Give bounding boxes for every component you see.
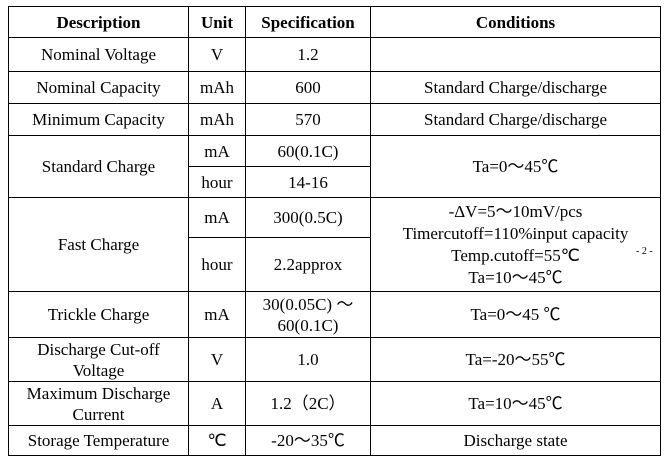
cell: mAh (188, 71, 246, 104)
cell: mA (188, 291, 246, 338)
cell: 300(0.5C) (245, 197, 371, 238)
cell: A (188, 381, 246, 426)
cell: 1.2 (245, 37, 371, 72)
cell: Storage Temperature (8, 425, 189, 456)
row: hour 14-16 (9, 166, 661, 198)
spec-table: Description Unit Specification Condition… (8, 6, 661, 456)
cell: Standard Charge/discharge (370, 103, 661, 136)
cell: 60(0.1C) (245, 135, 371, 167)
cell: V (188, 37, 246, 72)
row: Discharge Cut-off Voltage V 1.0 Ta=-20～5… (8, 337, 661, 382)
cell: Ta=0～45℃ (370, 135, 661, 198)
cell: mAh (188, 103, 246, 136)
cell: Minimum Capacity (8, 103, 189, 136)
cell: mA (188, 135, 246, 167)
cell: Ta=0～45 ℃ (370, 291, 661, 338)
row: hour 2.2approx (9, 237, 661, 292)
cell: mA (188, 197, 246, 238)
cell: V (188, 337, 246, 382)
row: Nominal Voltage V 1.2 (8, 37, 661, 72)
cell: Discharge state (370, 425, 661, 456)
row: Minimum Capacity mAh 570 Standard Charge… (8, 103, 661, 136)
cell: 1.0 (245, 337, 371, 382)
cell: 1.2（2C） (245, 381, 371, 426)
row: Fast Charge mA 300(0.5C) -ΔV=5～10mV/pcs … (8, 197, 661, 292)
header-cell: Unit (188, 6, 246, 38)
cell: Ta=10～45℃ (370, 381, 661, 426)
row: Standard Charge mA 60(0.1C) Ta=0～45℃ (8, 135, 661, 198)
cell: Standard Charge/discharge (370, 71, 661, 104)
row: Trickle Charge mA 30(0.05C) ～ 60(0.1C) T… (8, 291, 661, 338)
cell: 2.2approx (245, 237, 371, 292)
condition-line: Temp.cutoff=55℃ (451, 245, 580, 265)
cell: Nominal Voltage (8, 37, 189, 72)
row: Storage Temperature ℃ -20～35℃ Discharge … (8, 425, 661, 456)
header-cell: Description (8, 6, 189, 38)
cell: Ta=-20～55℃ (370, 337, 661, 382)
cell: Standard Charge (8, 135, 189, 198)
cell: 14-16 (245, 166, 371, 198)
page-number: - 2 - (636, 246, 653, 257)
cell: hour (188, 166, 246, 198)
header-cell: Specification (245, 6, 371, 38)
condition-line: Ta=10～45℃ (468, 267, 563, 287)
cell: 600 (245, 71, 371, 104)
cell: ℃ (188, 425, 246, 456)
cell: 570 (245, 103, 371, 136)
cell: -20～35℃ (245, 425, 371, 456)
cell: hour (188, 237, 246, 292)
condition-line: Timercutoff=110%input capacity (402, 223, 629, 243)
header-cell: Conditions (370, 6, 661, 38)
header-row: Description Unit Specification Condition… (8, 6, 661, 38)
row: Nominal Capacity mAh 600 Standard Charge… (8, 71, 661, 104)
cell: Fast Charge (8, 197, 189, 292)
condition-line: -ΔV=5～10mV/pcs (448, 201, 583, 221)
cell: Trickle Charge (8, 291, 189, 338)
cell: Nominal Capacity (8, 71, 189, 104)
row: Maximum Discharge Current A 1.2（2C） Ta=1… (8, 381, 661, 426)
cell: -ΔV=5～10mV/pcs Timercutoff=110%input cap… (370, 197, 661, 292)
cell (370, 37, 661, 72)
cell: Maximum Discharge Current (8, 381, 189, 426)
cell: 30(0.05C) ～ 60(0.1C) (245, 291, 371, 338)
cell: Discharge Cut-off Voltage (8, 337, 189, 382)
